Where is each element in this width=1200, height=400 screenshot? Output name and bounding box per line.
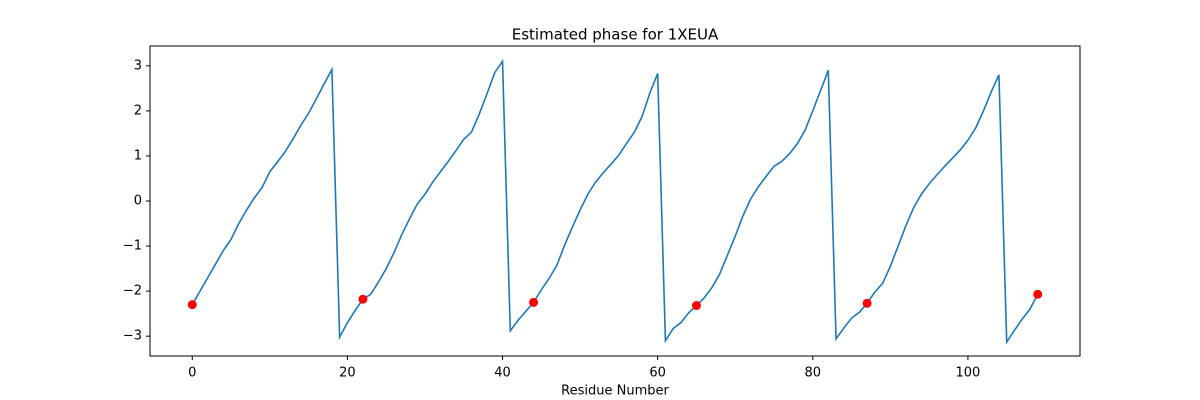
x-tick-label: 100: [956, 366, 981, 381]
x-tick-label: 20: [339, 366, 356, 381]
marker: [358, 294, 368, 304]
line: [191, 58, 1039, 345]
y-tick-label: −2: [123, 284, 142, 299]
x-tick-label: 60: [649, 366, 666, 381]
x-tick-label: 40: [494, 366, 511, 381]
chart-title: Estimated phase for 1XEUA: [512, 26, 719, 44]
marker: [529, 297, 539, 307]
marker: [862, 298, 872, 308]
y-tick-label: 1: [134, 148, 142, 163]
x-tick-label: 80: [805, 366, 822, 381]
y-tick-label: 2: [134, 103, 142, 118]
x-tick-label: 0: [188, 366, 196, 381]
x-axis-label: Residue Number: [561, 384, 669, 399]
marker: [187, 300, 197, 310]
y-tick-label: 0: [134, 194, 142, 209]
y-tick-label: −3: [123, 329, 142, 344]
y-tick-label: −1: [123, 239, 142, 254]
y-tick-label: 3: [134, 58, 142, 73]
marker: [691, 301, 701, 311]
plot-frame: [149, 45, 1081, 357]
marker: [1033, 289, 1043, 299]
